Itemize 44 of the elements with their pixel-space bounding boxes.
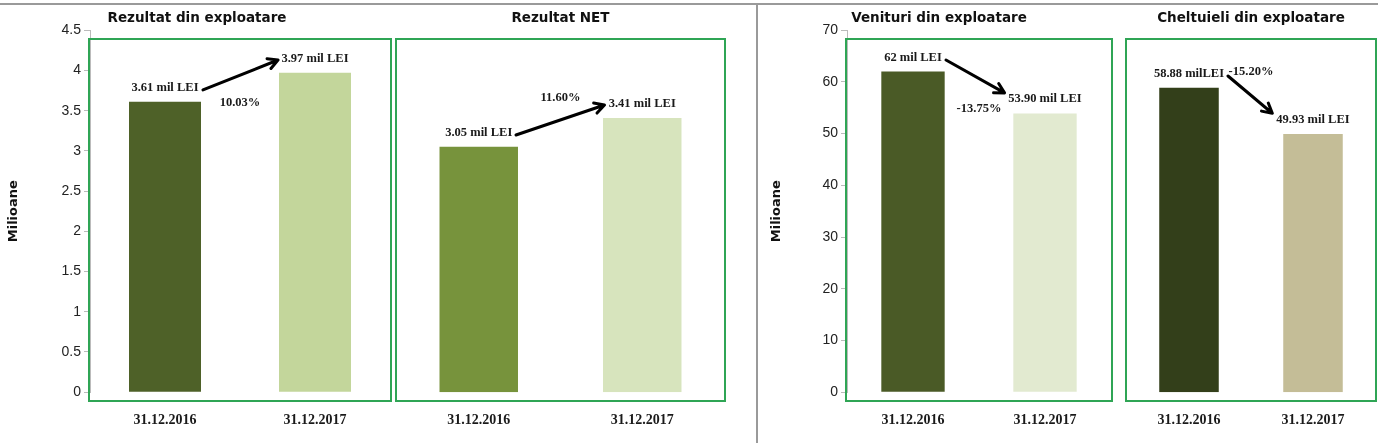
y-tick-label: 4.5 <box>61 21 82 38</box>
y-tick-label: 2.5 <box>61 181 82 198</box>
data-label: 62 mil LEI <box>884 49 942 64</box>
chart-title: Venituri din exploatare <box>851 8 1027 25</box>
x-tick-label: 31.12.2017 <box>1281 412 1345 428</box>
y-tick-label: 20 <box>822 279 839 296</box>
x-tick-label: 31.12.2017 <box>283 412 347 428</box>
x-tick-label: 31.12.2017 <box>1013 412 1077 428</box>
y-tick-label: 4 <box>73 61 82 78</box>
chart-title: Rezultat din exploatare <box>107 8 287 25</box>
annotation: -13.75% <box>956 100 1002 115</box>
annotation: 11.60% <box>540 90 581 105</box>
y-axis-title: Milioane <box>5 179 21 243</box>
chart-title: Cheltuieli din exploatare <box>1157 8 1345 25</box>
x-tick-label: 31.12.2016 <box>133 412 197 428</box>
y-tick-label: 70 <box>822 21 839 38</box>
y-tick-label: 0 <box>830 383 839 400</box>
y-tick-label: 30 <box>822 227 839 244</box>
y-tick-label: 0 <box>73 383 82 400</box>
data-label: 3.97 mil LEI <box>281 50 349 65</box>
x-tick-label: 31.12.2017 <box>610 412 674 428</box>
y-tick-label: 40 <box>822 176 839 193</box>
y-tick-label: 1 <box>73 302 82 319</box>
y-tick-label: 1.5 <box>61 262 82 279</box>
data-label: 53.90 mil LEI <box>1008 91 1082 106</box>
y-tick-label: 10 <box>822 331 839 348</box>
x-tick-label: 31.12.2016 <box>881 412 945 428</box>
y-tick-label: 0.5 <box>61 342 82 359</box>
data-label: 58.88 milLEI <box>1153 65 1225 80</box>
data-label: 3.61 mil LEI <box>131 79 199 94</box>
y-tick-label: 50 <box>822 124 839 141</box>
y-tick-label: 60 <box>822 72 839 89</box>
annotation: 10.03% <box>219 95 261 110</box>
annotation: -15.20% <box>1228 63 1274 78</box>
y-tick-label: 3.5 <box>61 101 82 118</box>
chart-title: Rezultat NET <box>511 8 611 25</box>
x-tick-label: 31.12.2016 <box>447 412 511 428</box>
data-label: 49.93 mil LEI <box>1276 111 1350 126</box>
y-tick-label: 3 <box>73 141 82 158</box>
y-axis-title: Milioane <box>768 179 784 243</box>
x-tick-label: 31.12.2016 <box>1157 412 1221 428</box>
data-label: 3.41 mil LEI <box>608 95 676 110</box>
data-label: 3.05 mil LEI <box>445 124 513 139</box>
y-tick-label: 2 <box>73 222 82 239</box>
